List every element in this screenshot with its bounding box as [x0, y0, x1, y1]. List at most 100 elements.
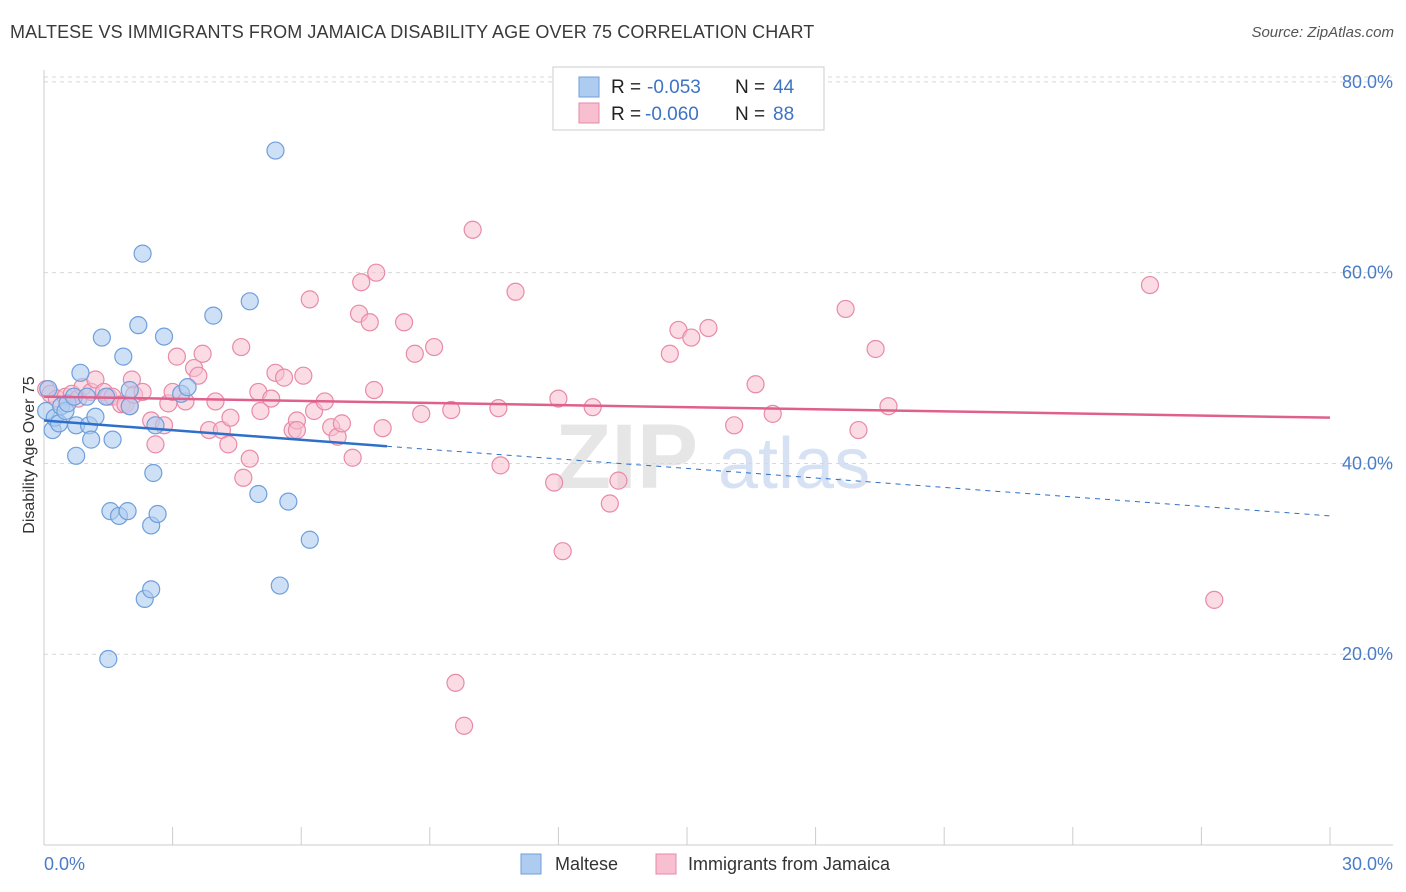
maltese-swatch [578, 76, 600, 98]
maltese-point [99, 649, 118, 669]
maltese-point [133, 244, 152, 263]
jamaica-point [206, 392, 225, 411]
jamaica-point [553, 542, 572, 561]
trend-lines [43, 395, 1331, 517]
y-tick-label: 60.0% [1342, 263, 1393, 283]
jamaica-point [262, 389, 281, 408]
grid-lines [44, 76, 1393, 655]
maltese-point [114, 347, 133, 366]
jamaica-point [725, 416, 744, 435]
jamaica-point [600, 494, 619, 513]
bottom-legend: Maltese Immigrants from Jamaica [520, 853, 891, 875]
watermark-zip: ZIP [555, 406, 698, 508]
jamaica-r-value: -0.060 [645, 104, 699, 125]
bottom-legend-jamaica-swatch [655, 853, 677, 875]
jamaica-point [240, 449, 259, 468]
maltese-point [279, 492, 298, 511]
y-tick-label: 20.0% [1342, 644, 1393, 664]
jamaica-point [583, 398, 602, 417]
maltese-n-value: 44 [773, 77, 795, 98]
maltese-point [118, 502, 137, 521]
jamaica-point [146, 435, 165, 454]
jamaica-point [836, 299, 855, 319]
maltese-r-label: R = [611, 77, 641, 98]
stats-legend: R = -0.053 N = 44 R = -0.060 N = 88 [552, 66, 825, 131]
jamaica-n-value: 88 [773, 104, 794, 125]
maltese-point [178, 378, 197, 397]
jamaica-point [1140, 275, 1160, 295]
maltese-points [37, 141, 319, 669]
jamaica-swatch [578, 102, 600, 124]
maltese-point [71, 363, 90, 382]
jamaica-point [274, 368, 294, 387]
jamaica-n-label: N = [735, 104, 765, 125]
tick-labels: 20.0% 40.0% 60.0% 80.0% 0.0% 30.0% [44, 72, 1393, 874]
jamaica-point [866, 339, 885, 359]
jamaica-point [294, 366, 313, 385]
maltese-point [120, 397, 139, 416]
bottom-legend-maltese: Maltese [555, 854, 618, 874]
jamaica-point [360, 313, 379, 332]
maltese-point [270, 576, 289, 595]
jamaica-point [491, 456, 510, 475]
maltese-point [148, 504, 167, 524]
jamaica-point [234, 468, 253, 487]
source-note: Source: ZipAtlas.com [1251, 24, 1394, 41]
jamaica-point [221, 408, 240, 427]
maltese-point [86, 407, 105, 426]
jamaica-point [699, 318, 718, 338]
jamaica-point [352, 273, 371, 292]
jamaica-point [549, 389, 568, 408]
jamaica-point [394, 313, 414, 332]
jamaica-point [300, 290, 319, 309]
bottom-legend-maltese-swatch [520, 853, 542, 875]
jamaica-point [609, 471, 628, 490]
maltese-trend-line [43, 419, 388, 448]
maltese-point [103, 430, 122, 449]
maltese-point [120, 380, 139, 400]
maltese-point [266, 141, 285, 160]
jamaica-point [251, 401, 270, 421]
jamaica-point [167, 347, 186, 366]
x-tick-label: 0.0% [44, 854, 85, 874]
jamaica-point [746, 375, 765, 394]
jamaica-point [343, 448, 362, 467]
jamaica-point [405, 344, 424, 363]
bottom-legend-jamaica: Immigrants from Jamaica [688, 854, 891, 874]
x-tick-label: 30.0% [1342, 854, 1393, 874]
maltese-point [154, 327, 174, 346]
maltese-point [204, 306, 223, 325]
jamaica-point [424, 337, 444, 357]
maltese-point [39, 379, 58, 399]
maltese-point [146, 416, 165, 435]
maltese-point [92, 328, 111, 347]
maltese-r-value: -0.053 [647, 77, 701, 98]
jamaica-point [86, 370, 105, 389]
jamaica-point [442, 400, 461, 420]
maltese-point [249, 484, 268, 504]
maltese-point [300, 530, 319, 549]
y-tick-label: 40.0% [1342, 453, 1393, 473]
y-axis-label: Disability Age Over 75 [21, 376, 38, 534]
maltese-point [240, 292, 259, 311]
jamaica-point [332, 414, 352, 433]
jamaica-point [189, 366, 208, 385]
maltese-trend-extension [386, 445, 1331, 517]
jamaica-point [454, 716, 474, 735]
jamaica-point [287, 420, 307, 440]
jamaica-point [489, 399, 508, 418]
jamaica-point [219, 435, 238, 454]
jamaica-point [506, 282, 525, 301]
jamaica-point [1205, 590, 1224, 609]
jamaica-trend-line [43, 395, 1331, 419]
jamaica-r-label: R = [611, 104, 641, 125]
jamaica-point [364, 380, 384, 400]
jamaica-point [463, 220, 482, 239]
watermark-atlas: atlas [718, 424, 870, 504]
jamaica-point [232, 337, 251, 357]
jamaica-point [367, 263, 386, 282]
maltese-point [142, 580, 161, 599]
y-tick-label: 80.0% [1342, 72, 1393, 92]
maltese-point [144, 463, 163, 483]
